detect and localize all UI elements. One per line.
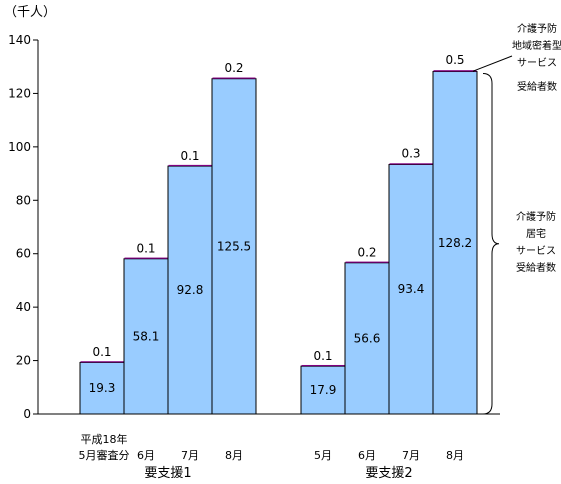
bar-home [344,262,390,415]
bars: 19.3 0.1 58.1 0.1 92.8 0.1 125.5 0.2 17.9 0.1 56.6… [79,53,478,415]
annotation-pointer-line [472,55,513,72]
annotation-home-text: 受給者数 [516,261,556,274]
x-tick-label: 平成18年 [81,432,128,446]
x-tick-label: 5月 [314,449,332,462]
bar-home [432,71,478,415]
bar-home-value-label: 92.8 [177,283,204,297]
bar-community [80,361,124,363]
bar-community-value-label: 0.1 [92,345,111,359]
bar-home [167,165,213,415]
annotation-home-text: サービス [516,245,556,257]
x-tick-label: 7月 [402,449,420,462]
bar-community [301,364,345,367]
y-tick-label: 60 [16,247,31,261]
x-tick-label: 6月 [137,449,155,462]
x-tick-label: 8月 [446,449,464,462]
bar-home [300,365,346,415]
bar-community-value-label: 0.1 [136,242,155,256]
bar-home-value-label: 128.2 [438,236,472,250]
x-tick-label: 6月 [358,449,376,462]
bar-community [389,163,433,165]
bar-home [123,258,169,415]
y-ticks: 0 20 40 60 80 100 120 140 [8,33,38,421]
y-tick-label: 0 [23,407,31,421]
annotation-brace [482,73,500,415]
y-tick-label: 140 [8,33,31,47]
bar-community [345,261,389,263]
annotation-community-text: 介護予防 [517,22,557,35]
y-tick-label: 40 [16,300,31,314]
bar-community-value-label: 0.3 [401,147,420,161]
bar-community [124,257,168,259]
bar-community-value-label: 0.1 [313,349,332,363]
bar-community-value-label: 0.1 [180,149,199,163]
bar-community-value-label: 0.2 [224,61,243,75]
x-tick-label: 5月審査分 [79,448,130,462]
bar-home-value-label: 56.6 [354,331,381,345]
bar-home [211,78,257,415]
bar-home-value-label: 58.1 [133,329,160,343]
bar-home [388,163,434,415]
bar-community [433,70,477,72]
y-tick-label: 100 [8,140,31,154]
bar-community [212,77,256,79]
y-unit-label: （千人） [4,5,56,20]
annotation-community-text: 受給者数 [517,80,557,93]
x-tick-label: 7月 [181,449,199,462]
annotation-community-text: 地域密着型 [512,39,561,52]
bar-home-value-label: 19.3 [89,381,116,395]
y-tick-label: 80 [16,193,31,207]
x-group-label: 要支援1 [144,466,191,481]
bar-home-value-label: 93.4 [398,282,425,296]
x-group-label: 要支援2 [365,466,412,481]
bar-home-value-label: 125.5 [217,239,251,253]
x-tick-label: 8月 [225,449,243,462]
y-tick-label: 20 [16,354,31,368]
y-tick-label: 120 [8,86,31,100]
annotation-home-text: 居宅 [526,227,546,240]
bar-home-value-label: 17.9 [310,383,337,397]
annotation-community-text: サービス [517,57,557,69]
bar-community-value-label: 0.2 [357,245,376,259]
y-axis: 0 20 40 60 80 100 120 140 [8,33,39,421]
annotation-home-text: 介護予防 [516,210,556,223]
bar-community [168,164,212,167]
bar-community-value-label: 0.5 [445,53,464,67]
